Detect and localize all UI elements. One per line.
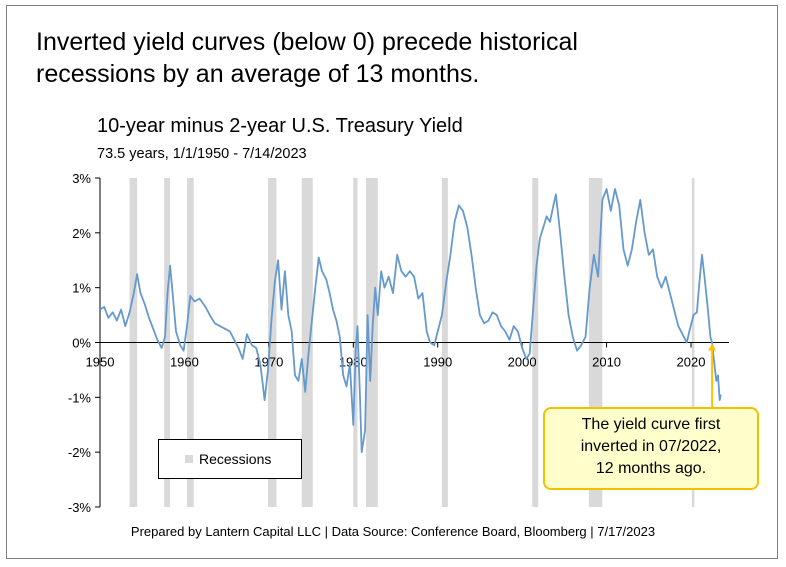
y-tick-label: -2% [68,445,92,460]
x-tick-label: 1990 [423,355,452,370]
y-tick-label: 3% [72,171,91,186]
chart-subtitle: 73.5 years, 1/1/1950 - 7/14/2023 [97,146,307,162]
headline-line-2: recessions by an average of 13 months. [36,60,480,88]
x-tick-label: 2020 [677,355,706,370]
series-layer [99,188,722,454]
legend: Recessions [158,439,302,479]
x-tick-label: 1980 [339,355,368,370]
inversion-callout: The yield curve first inverted in 07/202… [543,407,759,490]
series-line-0 [99,188,722,454]
axes: 3%2%1%0%-1%-2%-3%1950 1960 1970 1980 1990 200… [68,171,729,515]
footer-source: Prepared by Lantern Capital LLC | Data S… [130,524,656,539]
inversion-arrow-head [708,343,717,351]
callout-line-3: 12 months ago. [595,460,707,477]
headline: Inverted yield curves (below 0) precede … [36,26,578,90]
y-tick-label: 1% [72,281,91,296]
x-tick-label: 1950 [86,355,115,370]
callout-line-1: The yield curve first [581,416,721,433]
x-tick-label: 1960 [170,355,199,370]
callout-line-2: inverted in 07/2022, [580,438,722,455]
headline-line-1: Inverted yield curves (below 0) precede … [36,28,578,56]
y-tick-label: -1% [68,390,92,405]
chart-title: 10-year minus 2-year U.S. Treasury Yield [97,115,463,137]
y-tick-label: 0% [72,336,91,351]
legend-swatch-recessions [185,455,193,463]
legend-label-recessions: Recessions [199,451,272,467]
y-tick-label: 2% [72,226,91,241]
y-tick-label: -3% [68,500,92,515]
marker-layer [708,343,717,407]
x-tick-label: 2000 [508,355,537,370]
x-tick-label: 2010 [592,355,621,370]
